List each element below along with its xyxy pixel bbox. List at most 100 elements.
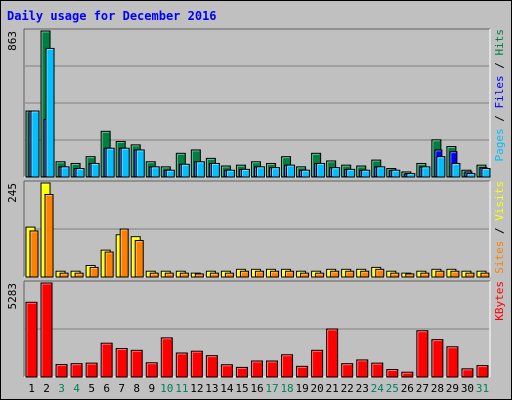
- bar-sites: [194, 273, 204, 278]
- bar-sites: [345, 270, 355, 278]
- panel-hits: 863 Pages / Files / Hits: [6, 28, 506, 178]
- panel-max-label: 863: [6, 31, 19, 51]
- bar-sites: [104, 251, 114, 278]
- panel-legend-label: Pages / Files / Hits: [493, 29, 506, 162]
- bar-sites: [390, 272, 400, 278]
- bar-pages: [210, 162, 220, 178]
- bars-kbytes: [25, 282, 489, 378]
- day-label: 8: [133, 382, 140, 395]
- bar-sites: [435, 270, 445, 278]
- day-label: 21: [326, 382, 339, 395]
- bar-sites: [149, 272, 159, 278]
- bar-kbytes: [40, 282, 53, 378]
- legend-segment: Sites: [493, 241, 506, 274]
- panel-visits: 245 Sites / Visits: [6, 180, 506, 278]
- bar-kbytes: [145, 362, 158, 378]
- chart-panels: 863 Pages / Files / Hits 245 Sites / Visits…: [6, 28, 506, 378]
- bar-kbytes: [70, 363, 83, 378]
- bar-kbytes: [341, 363, 354, 378]
- bar-pages: [361, 169, 371, 178]
- bar-pages: [271, 167, 281, 178]
- bar-kbytes: [356, 359, 369, 378]
- bar-sites: [300, 272, 310, 278]
- bar-sites: [44, 194, 54, 278]
- day-label: 29: [446, 382, 459, 395]
- bar-pages: [240, 168, 250, 178]
- bar-pages: [150, 166, 160, 178]
- panel-legend-label: Sites / Visits: [493, 181, 506, 274]
- bar-pages: [376, 166, 386, 178]
- bar-kbytes: [311, 349, 324, 378]
- day-label: 24: [371, 382, 385, 395]
- day-label: 31: [476, 382, 489, 395]
- bar-pages: [135, 149, 145, 178]
- bar-kbytes: [205, 355, 218, 378]
- bar-sites: [285, 270, 295, 278]
- legend-segment: Visits: [493, 181, 506, 221]
- bar-pages: [45, 47, 55, 178]
- bar-pages: [481, 168, 491, 178]
- bar-kbytes: [446, 346, 459, 378]
- bar-pages: [180, 163, 190, 178]
- day-label: 7: [118, 382, 125, 395]
- bar-pages: [75, 168, 85, 178]
- bar-sites: [315, 272, 325, 278]
- day-label: 1: [28, 382, 35, 395]
- day-label: 13: [205, 382, 218, 395]
- bar-pages: [466, 173, 476, 178]
- day-label: 26: [401, 382, 414, 395]
- bar-kbytes: [296, 365, 309, 378]
- day-label: 10: [160, 382, 173, 395]
- day-label: 18: [280, 382, 293, 395]
- bar-sites: [450, 270, 460, 278]
- bar-sites: [375, 268, 385, 278]
- bar-sites: [59, 272, 69, 278]
- bar-sites: [270, 270, 280, 278]
- bar-kbytes: [386, 369, 399, 378]
- bar-sites: [89, 266, 99, 278]
- bar-kbytes: [160, 337, 173, 378]
- day-label: 2: [43, 382, 50, 395]
- bar-pages: [255, 166, 265, 178]
- day-label: 23: [356, 382, 369, 395]
- day-label: 30: [461, 382, 474, 395]
- day-label: 28: [431, 382, 444, 395]
- bar-kbytes: [235, 366, 248, 378]
- bar-kbytes: [220, 364, 233, 378]
- bar-sites: [224, 272, 234, 278]
- bar-sites: [360, 270, 370, 278]
- legend-segment: Pages: [493, 128, 506, 161]
- day-label: 20: [311, 382, 324, 395]
- bar-kbytes: [190, 350, 203, 378]
- bar-kbytes: [25, 301, 38, 378]
- panel-legend-label: KBytes: [493, 281, 506, 321]
- day-label: 4: [73, 382, 80, 395]
- day-label: 27: [416, 382, 429, 395]
- bar-kbytes: [416, 330, 429, 378]
- day-label: 19: [295, 382, 308, 395]
- day-label: 9: [148, 382, 155, 395]
- day-label: 17: [265, 382, 278, 395]
- bar-kbytes: [100, 342, 113, 378]
- bar-sites: [254, 270, 264, 278]
- legend-segment: /: [493, 109, 506, 129]
- bar-pages: [436, 156, 446, 178]
- bar-kbytes: [175, 352, 188, 378]
- bar-sites: [480, 272, 490, 278]
- bar-pages: [165, 169, 175, 178]
- bar-pages: [105, 147, 115, 178]
- panel-max-label: 245: [6, 183, 19, 203]
- panel-kbytes: 5283 KBytes: [6, 280, 506, 378]
- bar-kbytes: [115, 348, 128, 378]
- bar-sites: [239, 270, 249, 278]
- bar-pages: [406, 173, 416, 178]
- bar-pages: [421, 166, 431, 178]
- bar-kbytes: [476, 365, 489, 378]
- bar-sites: [29, 230, 39, 278]
- bar-pages: [331, 167, 341, 178]
- bar-kbytes: [130, 349, 143, 378]
- legend-segment: KBytes: [493, 281, 506, 321]
- bar-kbytes: [281, 354, 294, 378]
- bar-pages: [30, 110, 40, 178]
